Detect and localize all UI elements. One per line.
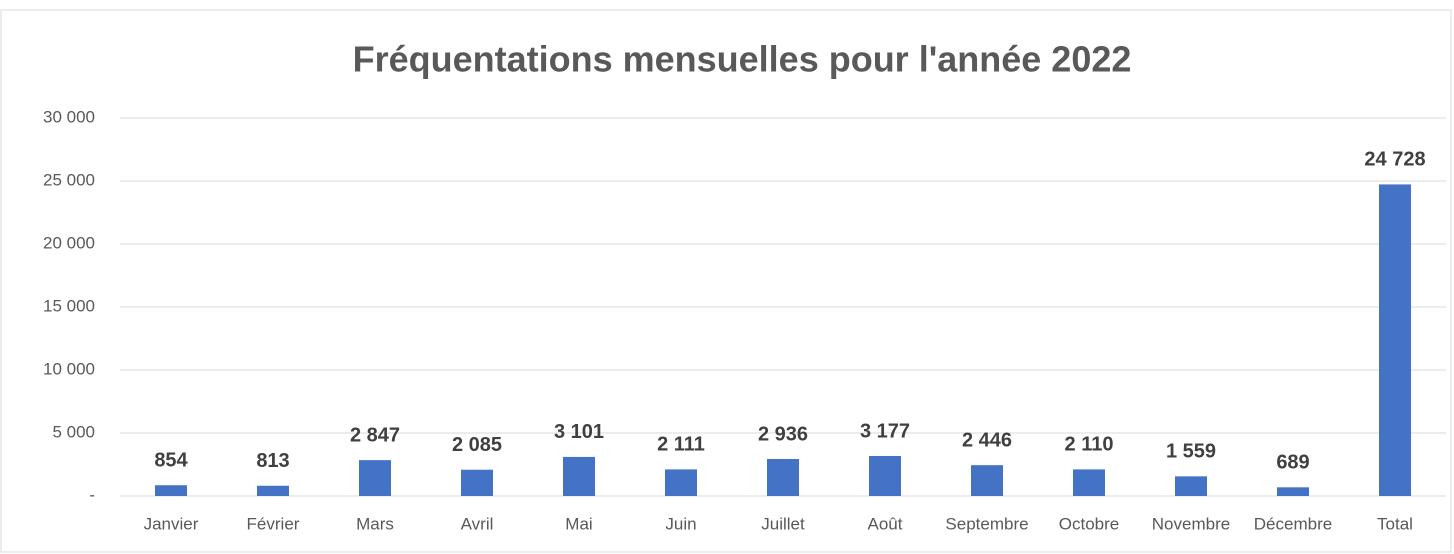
bar: [359, 460, 391, 496]
x-tick-label: Avril: [461, 514, 494, 533]
x-tick-label: Août: [868, 514, 903, 533]
x-tick-label: Mai: [565, 514, 592, 533]
data-label: 2 936: [758, 423, 808, 445]
x-tick-label: Total: [1377, 514, 1413, 533]
bar: [461, 469, 493, 496]
bar: [1379, 184, 1411, 497]
x-tick-label: Janvier: [144, 514, 199, 533]
chart-title: Fréquentations mensuelles pour l'année 2…: [353, 39, 1132, 80]
data-label: 2 111: [657, 434, 705, 456]
bar: [971, 465, 1003, 496]
y-tick-label: 20 000: [43, 233, 95, 252]
data-label: 2 110: [1065, 434, 1114, 456]
data-label: 3 177: [860, 420, 910, 442]
data-label: 854: [154, 450, 188, 472]
data-label: 689: [1276, 452, 1309, 474]
x-tick-label: Mars: [356, 514, 394, 533]
x-tick-label: Juin: [665, 514, 696, 533]
data-label: 2 847: [350, 424, 400, 446]
data-label: 2 085: [452, 434, 502, 456]
x-tick-label: Février: [247, 514, 300, 533]
data-label: 3 101: [554, 421, 604, 443]
data-label: 2 446: [962, 429, 1012, 451]
bar: [257, 485, 289, 496]
bar: [155, 485, 187, 496]
bar: [1175, 476, 1207, 496]
y-tick-label: 25 000: [43, 170, 95, 189]
data-label: 813: [256, 450, 289, 472]
data-label: 1 559: [1166, 441, 1216, 463]
data-label: 24 728: [1364, 149, 1425, 171]
bar: [1073, 469, 1105, 496]
bar: [665, 469, 697, 496]
y-tick-label: 15 000: [43, 296, 95, 315]
bar: [767, 459, 799, 496]
y-tick-label: 10 000: [43, 359, 95, 378]
y-tick-label: 30 000: [43, 107, 95, 126]
x-tick-label: Novembre: [1152, 514, 1230, 533]
bar: [563, 456, 595, 496]
bar: [869, 455, 901, 496]
x-tick-label: Juillet: [761, 514, 805, 533]
bar: [1277, 487, 1309, 496]
chart-frame: [0, 9, 1452, 553]
x-tick-label: Octobre: [1059, 514, 1119, 533]
x-tick-label: Décembre: [1254, 514, 1332, 533]
y-tick-label: -: [89, 485, 95, 504]
x-tick-label: Septembre: [945, 514, 1028, 533]
y-tick-label: 5 000: [52, 422, 95, 441]
